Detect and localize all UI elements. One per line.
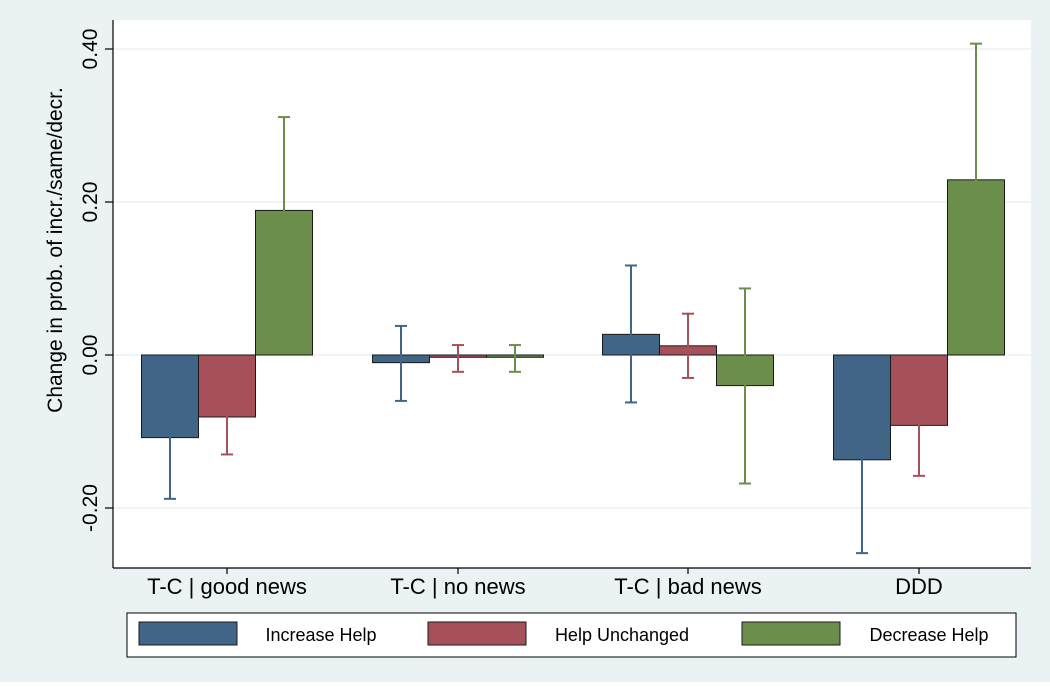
error-bar [625,264,637,404]
x-tick-label: T-C | good news [147,574,307,599]
error-bar [509,344,521,373]
x-tick-label: T-C | bad news [614,574,762,599]
plot-area [113,20,1031,568]
error-bar [913,375,925,477]
legend-swatch [427,621,527,646]
x-categories-layer: T-C | good news T-C | no news T-C | bad ne… [147,568,943,599]
error-bar [970,42,982,316]
y-tick-label: 0.40 [79,29,102,70]
legend-box [126,612,1017,658]
error-bars-layer [164,42,982,555]
x-tick-label: DDD [895,574,943,599]
x-tick-label: T-C | no news [390,574,525,599]
legend-item: Help Unchanged [427,621,689,646]
legend-swatch [741,621,841,646]
y-tick-label: 0.00 [79,335,102,376]
y-tick-label: -0.20 [79,484,102,532]
legend-label: Help Unchanged [555,625,689,645]
error-bar [682,312,694,379]
error-bar [164,376,176,500]
y-tick-label: 0.20 [79,182,102,223]
legend: Increase Help Help Unchanged Decrease Help [138,621,989,646]
legend-item: Increase Help [138,621,377,646]
error-bar [221,378,233,456]
error-bar [452,344,464,373]
legend-item: Decrease Help [741,621,989,646]
legend-swatch [138,621,238,646]
legend-label: Decrease Help [869,625,988,645]
error-bar [739,287,751,485]
legend-label: Increase Help [265,625,376,645]
error-bar [278,116,290,304]
y-axis-label: Change in prob. of incr./same/decr. [44,87,67,413]
error-bar [395,324,407,402]
y-ticks-layer: -0.20 0.00 0.20 0.40 [79,29,113,532]
error-bar [856,366,868,555]
